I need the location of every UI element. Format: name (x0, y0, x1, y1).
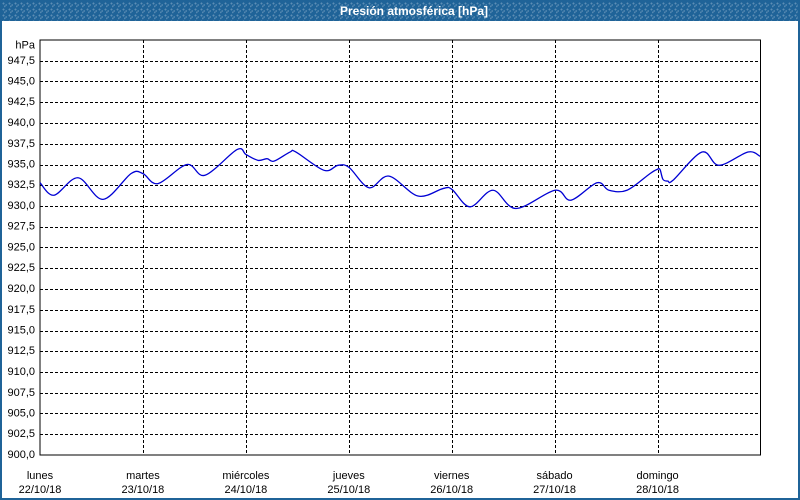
svg-text:domingo: domingo (636, 470, 678, 482)
svg-text:940,0: 940,0 (7, 117, 35, 129)
svg-text:910,0: 910,0 (7, 366, 35, 378)
svg-text:920,0: 920,0 (7, 283, 35, 295)
svg-text:947,5: 947,5 (7, 55, 35, 67)
svg-text:23/10/18: 23/10/18 (121, 484, 164, 496)
svg-text:945,0: 945,0 (7, 76, 35, 88)
svg-text:937,5: 937,5 (7, 138, 35, 150)
svg-text:905,0: 905,0 (7, 408, 35, 420)
svg-text:912,5: 912,5 (7, 345, 35, 357)
svg-text:917,5: 917,5 (7, 304, 35, 316)
svg-text:28/10/18: 28/10/18 (636, 484, 679, 496)
svg-text:932,5: 932,5 (7, 179, 35, 191)
svg-text:lunes: lunes (27, 470, 54, 482)
svg-text:942,5: 942,5 (7, 96, 35, 108)
svg-text:902,5: 902,5 (7, 428, 35, 440)
svg-text:927,5: 927,5 (7, 221, 35, 233)
svg-text:930,0: 930,0 (7, 200, 35, 212)
svg-text:sábado: sábado (537, 470, 573, 482)
svg-text:24/10/18: 24/10/18 (224, 484, 267, 496)
svg-text:viernes: viernes (434, 470, 470, 482)
svg-text:22/10/18: 22/10/18 (19, 484, 62, 496)
svg-text:martes: martes (126, 470, 160, 482)
svg-text:922,5: 922,5 (7, 262, 35, 274)
svg-text:hPa: hPa (15, 40, 35, 52)
svg-text:miércoles: miércoles (222, 470, 270, 482)
svg-text:jueves: jueves (332, 470, 365, 482)
svg-text:907,5: 907,5 (7, 387, 35, 399)
svg-text:900,0: 900,0 (7, 449, 35, 461)
svg-text:925,0: 925,0 (7, 242, 35, 254)
svg-text:915,0: 915,0 (7, 325, 35, 337)
svg-text:26/10/18: 26/10/18 (430, 484, 473, 496)
svg-text:935,0: 935,0 (7, 159, 35, 171)
svg-text:27/10/18: 27/10/18 (533, 484, 576, 496)
svg-text:25/10/18: 25/10/18 (327, 484, 370, 496)
